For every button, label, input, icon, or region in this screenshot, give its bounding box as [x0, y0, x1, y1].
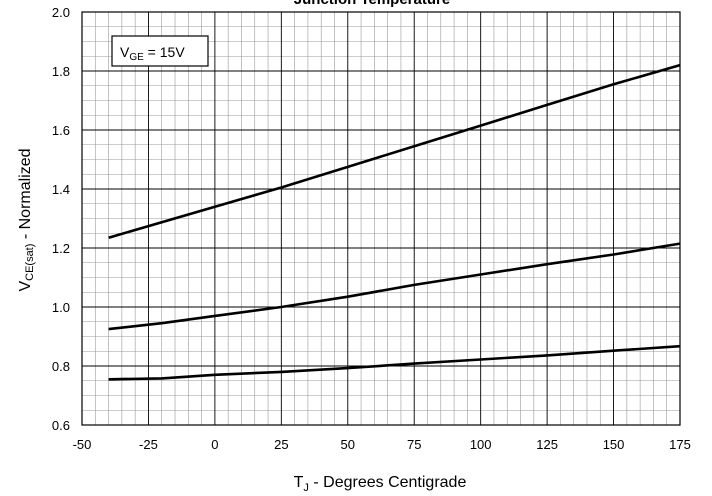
x-tick-label: 75 [407, 437, 421, 452]
x-axis-title: TJ - Degrees Centigrade [294, 474, 467, 494]
series-line [108, 63, 681, 239]
x-tick-label: -50 [73, 437, 92, 452]
condition-main: V [120, 44, 130, 60]
x-tick-label: 25 [274, 437, 288, 452]
x-axis-title-rest: - Degrees Centigrade [309, 474, 467, 491]
x-tick-label: 150 [603, 437, 625, 452]
y-axis-title-rest: - Normalized [17, 148, 34, 243]
chart-title: Junction Temperature [294, 0, 450, 8]
condition-box-label: VGE = 15V [120, 44, 185, 63]
condition-box-frame [111, 35, 209, 67]
major-gridlines [82, 12, 680, 425]
x-axis-title-main: T [294, 474, 304, 491]
y-axis-title-sub: CE(sat) [24, 244, 36, 281]
y-axis-title-main: V [17, 281, 34, 292]
plot-frame [81, 11, 681, 426]
y-tick-label: 1.2 [52, 241, 70, 256]
y-tick-labels: 0.6 0.8 1.0 1.2 1.4 1.6 1.8 2.0 [52, 5, 70, 433]
y-tick-label: 0.8 [52, 359, 70, 374]
condition-sub: GE [129, 52, 144, 63]
series-line [108, 344, 681, 381]
y-tick-label: 1.6 [52, 123, 70, 138]
x-tick-label: 100 [470, 437, 492, 452]
y-tick-label: 1.0 [52, 300, 70, 315]
y-tick-label: 2.0 [52, 5, 70, 20]
series-line [108, 242, 681, 331]
x-tick-label: -25 [139, 437, 158, 452]
y-axis-title: VCE(sat) - Normalized [17, 148, 36, 291]
x-tick-label: 0 [211, 437, 218, 452]
x-tick-labels: -50 -25 0 25 50 75 100 125 150 175 [73, 437, 691, 452]
x-tick-label: 50 [341, 437, 355, 452]
x-tick-label: 125 [536, 437, 558, 452]
series-lines [108, 63, 681, 381]
condition-rest: = 15V [144, 44, 186, 60]
x-tick-label: 175 [669, 437, 691, 452]
minor-gridlines [82, 12, 680, 425]
y-tick-label: 1.8 [52, 64, 70, 79]
y-tick-label: 0.6 [52, 418, 70, 433]
y-tick-label: 1.4 [52, 182, 70, 197]
condition-box: VGE = 15V [111, 35, 209, 67]
x-axis-title-sub: J [303, 482, 309, 494]
